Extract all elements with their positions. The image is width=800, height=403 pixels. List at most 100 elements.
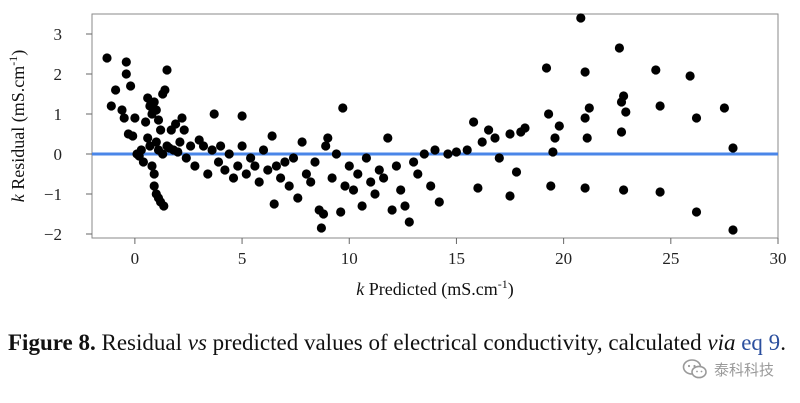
data-point (614, 43, 625, 53)
data-point (584, 103, 594, 113)
data-point (316, 223, 326, 233)
y-tick-label: 3 (54, 25, 63, 44)
data-point (153, 115, 164, 125)
watermark-text: 泰科科技 (713, 360, 774, 379)
data-point (505, 191, 515, 201)
data-point (691, 207, 702, 217)
data-point (396, 185, 406, 195)
data-point (370, 189, 380, 199)
data-point (149, 97, 159, 107)
data-point (175, 137, 185, 147)
data-point (544, 109, 554, 119)
data-point (254, 177, 264, 187)
data-point (344, 161, 354, 171)
data-point (250, 161, 260, 171)
data-point (691, 113, 702, 123)
data-point (280, 157, 290, 167)
data-point (237, 111, 247, 121)
data-point (147, 161, 157, 171)
data-point (451, 147, 461, 157)
data-point (237, 141, 247, 151)
data-point (233, 161, 243, 171)
data-point (419, 149, 429, 159)
data-point (494, 153, 504, 163)
data-point (128, 131, 138, 141)
data-point (288, 153, 299, 163)
data-point (400, 201, 410, 211)
data-point (340, 181, 350, 191)
data-point (143, 133, 153, 143)
data-point (353, 169, 363, 179)
data-point (203, 169, 213, 179)
data-point (651, 65, 661, 75)
data-point (554, 121, 564, 131)
figure-label: Figure 8. (8, 330, 96, 355)
data-point (141, 117, 151, 127)
data-point (469, 117, 479, 127)
data-point (224, 149, 234, 159)
data-point (284, 181, 294, 191)
data-point (130, 113, 140, 123)
data-point (117, 105, 127, 115)
data-point (361, 153, 371, 163)
data-point (179, 125, 189, 135)
data-point (619, 185, 629, 195)
data-point (357, 201, 367, 211)
data-point (301, 169, 311, 179)
data-point (258, 145, 269, 155)
x-tick-label: 30 (770, 249, 787, 268)
data-point (186, 141, 196, 151)
equation-link[interactable]: eq 9 (741, 330, 781, 355)
data-point (160, 85, 170, 95)
data-point (177, 113, 187, 123)
data-point (580, 183, 590, 193)
data-point (383, 133, 393, 143)
data-point (269, 199, 279, 209)
data-point (263, 165, 273, 175)
data-point (158, 149, 168, 159)
data-point (297, 137, 307, 147)
data-point (462, 145, 472, 155)
wechat-icon (682, 359, 707, 379)
data-point (159, 201, 169, 211)
x-tick-label: 0 (131, 249, 140, 268)
data-point (276, 173, 286, 183)
data-point (267, 131, 277, 141)
data-point (336, 207, 346, 217)
data-point (321, 141, 331, 151)
data-point (241, 169, 251, 179)
y-tick-label: 1 (54, 105, 63, 124)
data-point (728, 143, 738, 153)
data-point (318, 209, 329, 219)
y-tick-label: −1 (44, 185, 62, 204)
plot-frame (91, 13, 779, 239)
data-point (151, 137, 161, 147)
y-tick-label: 0 (54, 145, 63, 164)
data-point (198, 141, 209, 151)
data-point (655, 101, 665, 111)
data-point (548, 147, 558, 157)
data-point (546, 181, 556, 191)
data-point (310, 157, 320, 167)
data-point (331, 149, 341, 159)
data-point (121, 57, 131, 67)
x-tick-label: 10 (341, 249, 358, 268)
data-point (338, 103, 348, 113)
data-point (119, 113, 129, 123)
data-point (306, 177, 316, 187)
data-point (213, 157, 224, 167)
data-point (173, 147, 183, 157)
x-tick-label: 5 (238, 249, 247, 268)
data-point (156, 125, 166, 135)
data-point (404, 217, 414, 227)
data-point (484, 125, 494, 135)
data-point (685, 71, 695, 81)
data-point (580, 113, 590, 123)
data-point (728, 225, 738, 235)
data-point (413, 169, 423, 179)
data-point (520, 123, 530, 133)
x-tick-label: 15 (448, 249, 465, 268)
data-point (511, 167, 522, 177)
data-point (323, 133, 333, 143)
data-point (576, 13, 586, 23)
